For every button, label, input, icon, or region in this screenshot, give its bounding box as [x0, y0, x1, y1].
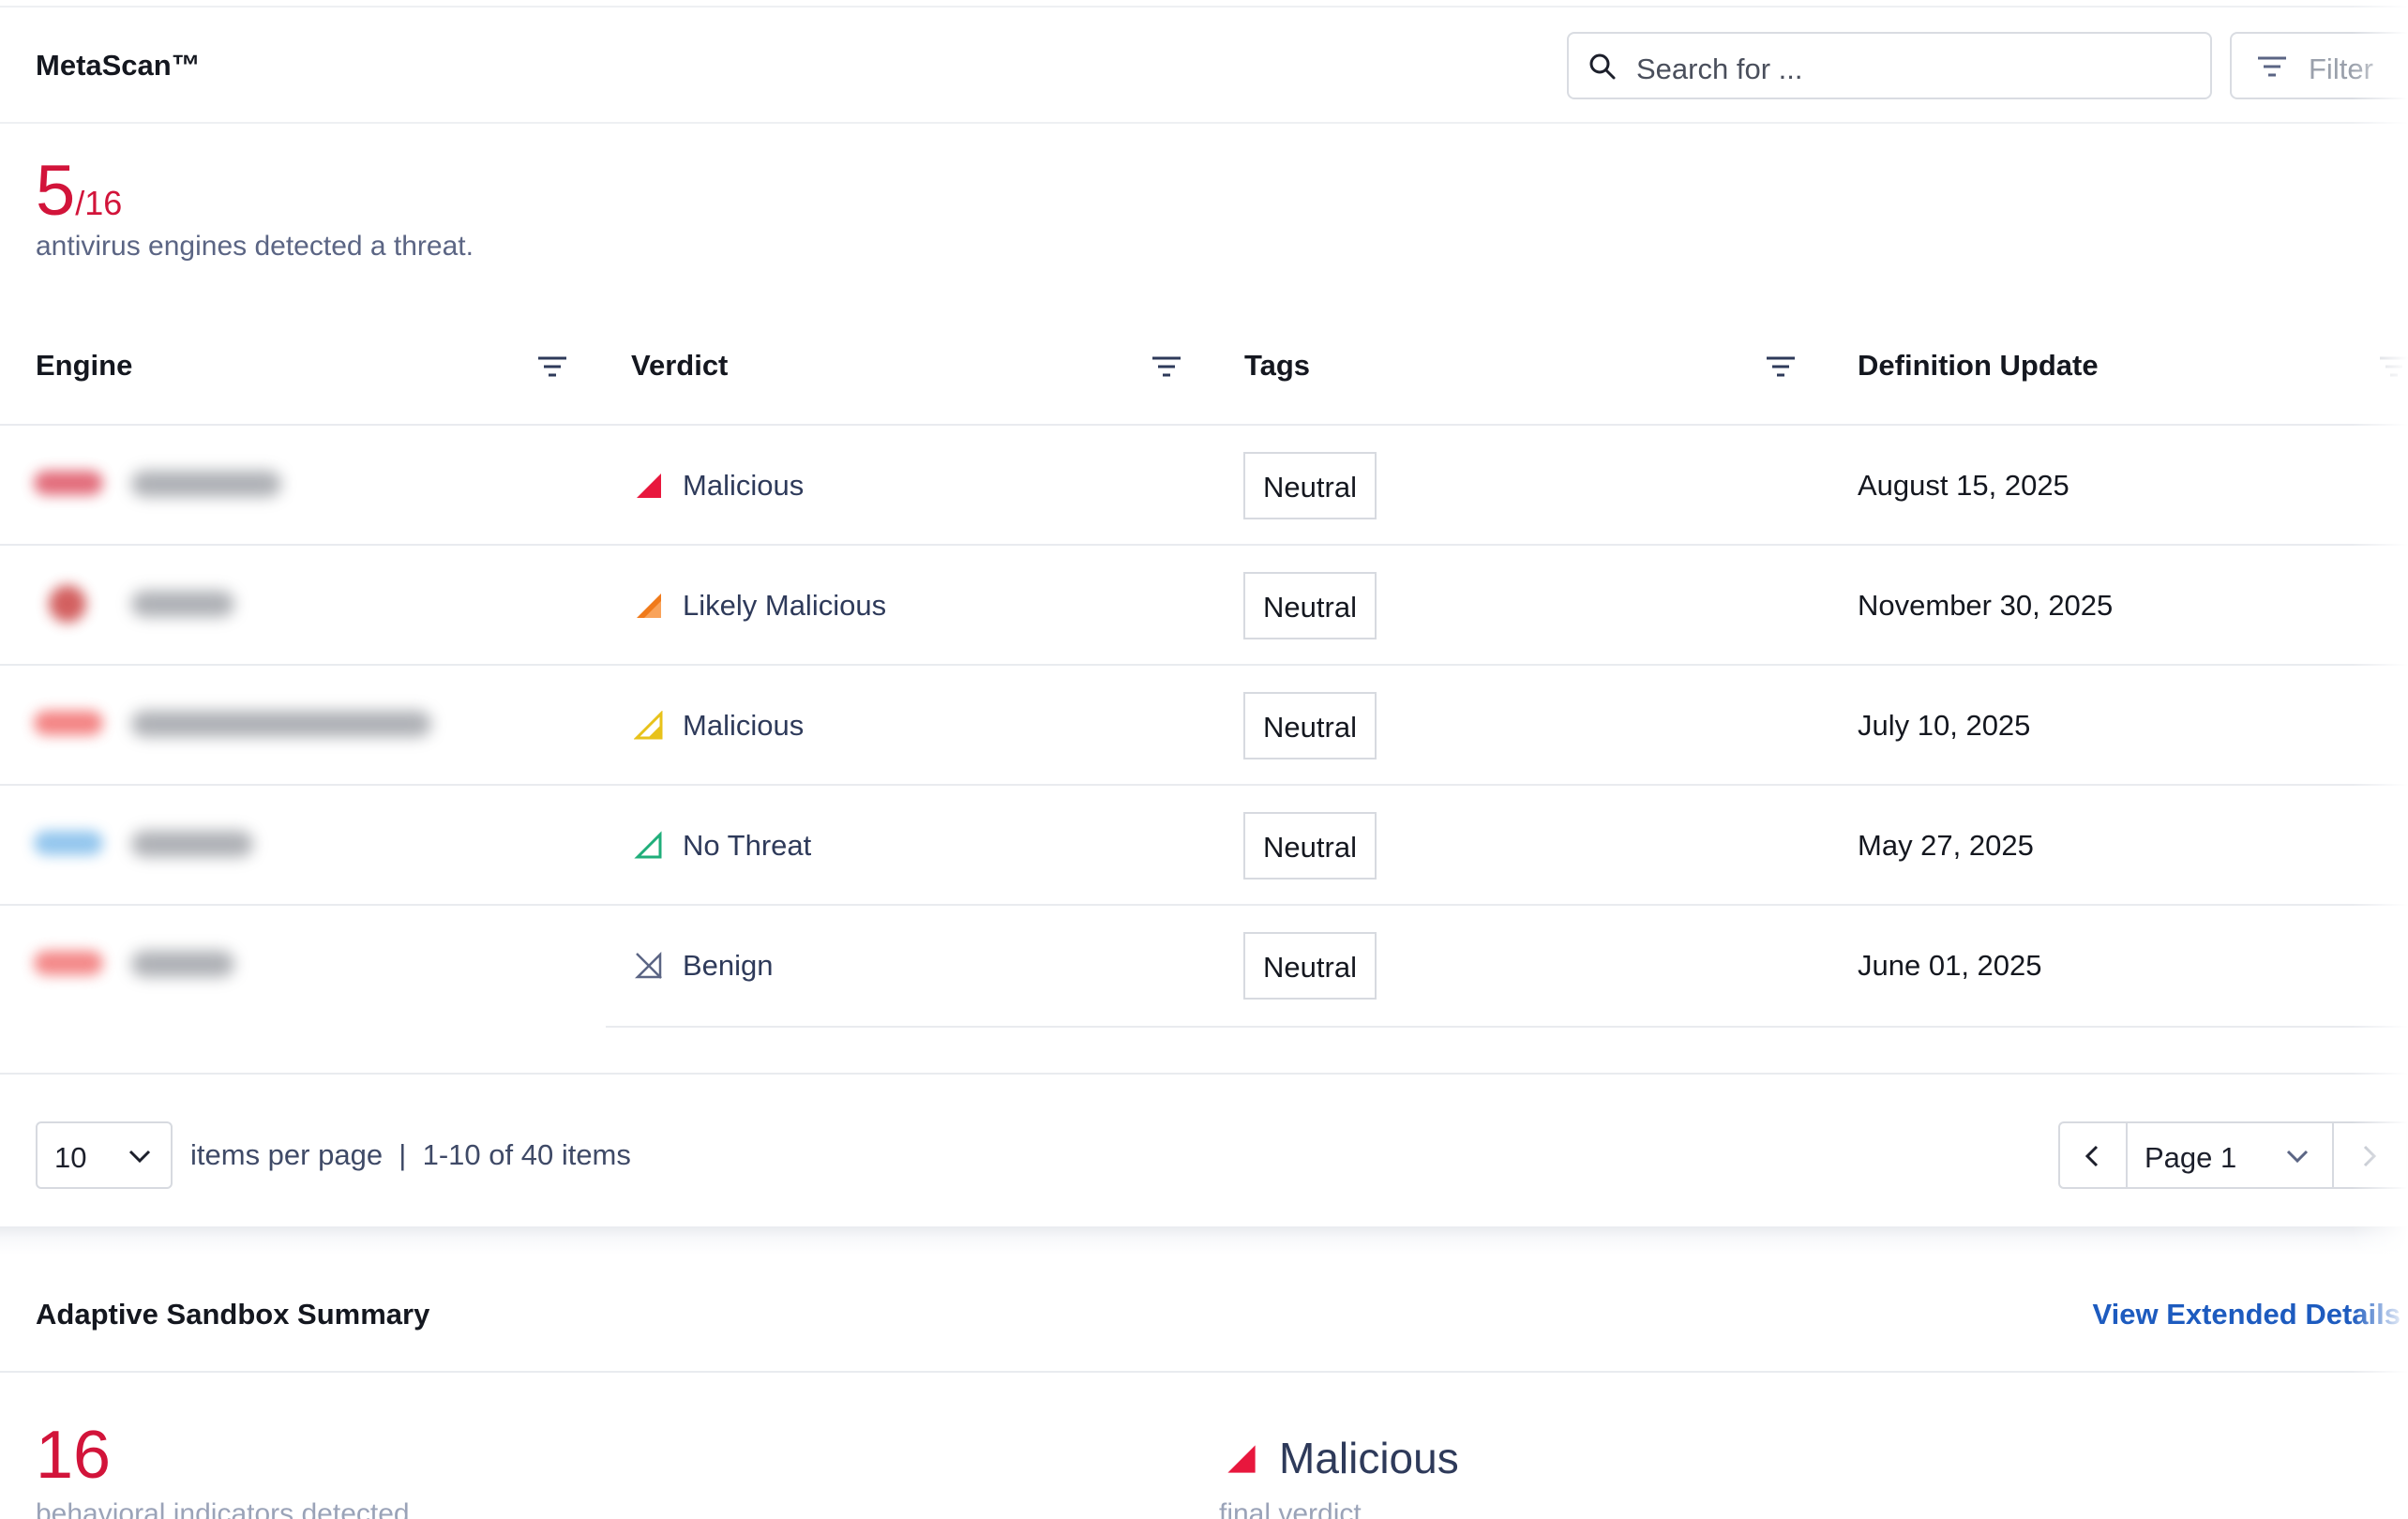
table-row[interactable]: Benign Neutral June 01, 2025 — [0, 906, 2408, 1026]
sandbox-header: Adaptive Sandbox Summary View Extended D… — [0, 1255, 2408, 1373]
detection-description: antivirus engines detected a threat. — [36, 231, 474, 262]
definition-date: May 27, 2025 — [1858, 829, 2034, 862]
pagination-bar: 10 items per page | 1-10 of 40 items Pag… — [0, 1073, 2408, 1228]
engine-logo-icon — [49, 585, 86, 623]
view-extended-details-link[interactable]: View Extended Details — [2092, 1298, 2401, 1331]
behavioral-indicator-label: behavioral indicators detected — [36, 1498, 410, 1519]
top-bar: MetaScan™ Search for ... Filter — [0, 6, 2408, 124]
verdict-none-icon — [634, 951, 662, 979]
engine-name-redacted — [131, 951, 234, 977]
verdict-low-icon — [634, 831, 662, 859]
tag-badge[interactable]: Neutral — [1243, 932, 1377, 1000]
table-row[interactable]: No Threat Neutral May 27, 2025 — [0, 786, 2408, 906]
items-per-page-label: items per page — [190, 1138, 384, 1171]
filter-button[interactable]: Filter — [2230, 32, 2408, 99]
engine-name-redacted — [131, 591, 234, 617]
pagination-separator: | — [399, 1138, 407, 1171]
verdict-high-icon — [1227, 1445, 1256, 1473]
page-select-value: Page 1 — [2145, 1141, 2237, 1174]
chevron-down-icon — [2286, 1150, 2309, 1164]
chevron-right-icon — [2363, 1145, 2377, 1167]
engine-name-redacted — [131, 711, 431, 737]
table-row[interactable]: Likely Malicious Neutral November 30, 20… — [0, 546, 2408, 666]
filter-label: Filter — [2309, 53, 2373, 85]
engine-column-filter-icon[interactable] — [536, 354, 568, 379]
tag-badge[interactable]: Neutral — [1243, 692, 1377, 760]
final-verdict-value: Malicious — [1279, 1434, 1459, 1482]
definition-date: June 01, 2025 — [1858, 949, 2042, 982]
tag-label: Neutral — [1263, 951, 1357, 984]
table-bottom-divider — [606, 1026, 2408, 1028]
items-per-page-select[interactable]: 10 — [36, 1121, 173, 1189]
engine-logo-icon — [34, 951, 103, 975]
column-verdict: Verdict — [631, 349, 729, 382]
search-placeholder: Search for ... — [1636, 53, 1803, 85]
tags-column-filter-icon[interactable] — [1765, 354, 1797, 379]
detected-count: 5 — [36, 151, 76, 231]
next-page-button[interactable] — [2334, 1121, 2408, 1189]
engine-name-redacted — [131, 471, 281, 497]
column-engine: Engine — [36, 349, 133, 382]
previous-page-button[interactable] — [2058, 1121, 2126, 1189]
section-divider — [0, 1226, 2408, 1255]
engine-name-redacted — [131, 831, 253, 857]
verdict-high-icon — [637, 474, 661, 498]
item-range-label: 1-10 of 40 items — [422, 1138, 631, 1171]
search-input[interactable]: Search for ... — [1567, 32, 2212, 99]
tag-label: Neutral — [1263, 471, 1357, 504]
verdict-label: No Threat — [683, 829, 812, 862]
final-verdict-label: final verdict — [1219, 1498, 1362, 1519]
table-row[interactable]: Malicious Neutral August 15, 2025 — [0, 426, 2408, 546]
behavioral-indicator-count: 16 — [36, 1418, 112, 1493]
table-row[interactable]: Malicious Neutral July 10, 2025 — [0, 666, 2408, 786]
table-header: Engine Verdict Tags Definition Update — [0, 328, 2408, 426]
sandbox-title: Adaptive Sandbox Summary — [36, 1298, 430, 1331]
chevron-left-icon — [2084, 1145, 2099, 1167]
engine-logo-icon — [34, 831, 103, 855]
tag-label: Neutral — [1263, 591, 1357, 624]
definition-date: July 10, 2025 — [1858, 709, 2031, 742]
verdict-medium-icon — [634, 711, 663, 740]
tag-label: Neutral — [1263, 711, 1357, 744]
tag-badge[interactable]: Neutral — [1243, 572, 1377, 639]
verdict-label: Malicious — [683, 709, 805, 742]
column-tags: Tags — [1244, 349, 1311, 382]
search-icon — [1589, 53, 1616, 80]
engine-logo-icon — [34, 711, 103, 735]
verdict-label: Malicious — [683, 469, 805, 502]
total-count: /16 — [75, 184, 123, 222]
verdict-column-filter-icon[interactable] — [1151, 354, 1182, 379]
items-per-page-value: 10 — [54, 1141, 87, 1174]
tag-label: Neutral — [1263, 831, 1357, 864]
pagination-summary: items per page | 1-10 of 40 items — [190, 1138, 631, 1172]
verdict-medium-high-icon — [637, 594, 661, 618]
column-definition-update: Definition Update — [1858, 349, 2099, 382]
verdict-label: Likely Malicious — [683, 589, 887, 622]
app-brand: MetaScan™ — [36, 49, 201, 82]
engine-logo-icon — [34, 471, 103, 495]
tag-badge[interactable]: Neutral — [1243, 452, 1377, 519]
definition-column-filter-icon[interactable] — [2378, 354, 2408, 379]
filter-icon — [2258, 56, 2286, 77]
page-select[interactable]: Page 1 — [2126, 1121, 2334, 1189]
definition-date: August 15, 2025 — [1858, 469, 2069, 502]
tag-badge[interactable]: Neutral — [1243, 812, 1377, 880]
detection-count: 5/16 — [36, 156, 122, 227]
definition-date: November 30, 2025 — [1858, 589, 2114, 622]
verdict-label: Benign — [683, 949, 774, 982]
chevron-down-icon — [128, 1150, 151, 1164]
